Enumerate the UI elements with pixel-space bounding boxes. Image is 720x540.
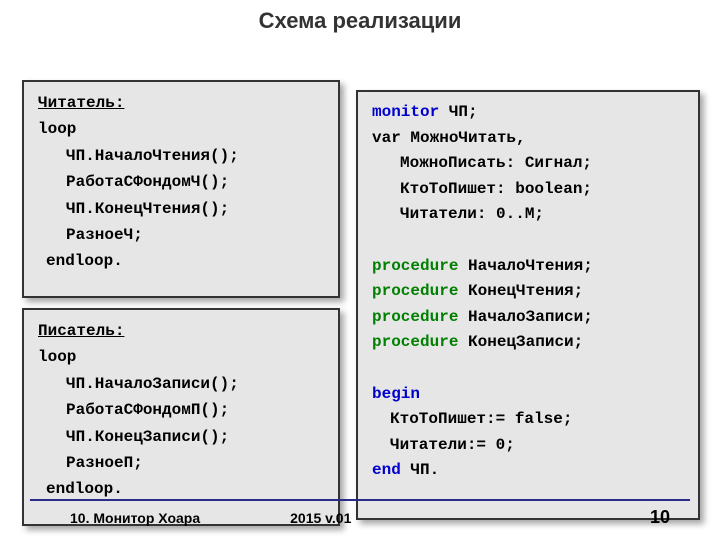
slide-title: Схема реализации [0,0,720,40]
footer-divider [30,499,690,501]
kw-begin: begin [372,385,420,403]
monitor-text: НачалоЧтения; [458,257,592,275]
kw-procedure: procedure [372,257,458,275]
reader-line: РаботаСФондомЧ(); [38,169,324,195]
monitor-codebox: monitor ЧП; var МожноЧитать, МожноПисать… [356,90,700,520]
footer: 10. Монитор Хоара 2015 v.01 10 [0,499,720,528]
monitor-text: МожноПисать: Сигнал; [372,151,684,177]
writer-codebox: Писатель: loop ЧП.НачалоЗаписи(); Работа… [22,308,340,526]
monitor-text: КтоТоПишет:= false; [372,407,684,433]
reader-line: ЧП.НачалоЧтения(); [38,143,324,169]
writer-line: ЧП.НачалоЗаписи(); [38,371,324,397]
reader-line: loop [38,120,76,138]
monitor-text: Читатели:= 0; [372,433,684,459]
reader-line: endloop. [38,248,324,274]
footer-chapter: 10. Монитор Хоара [30,510,200,526]
footer-version: 2015 v.01 [200,510,351,526]
kw-procedure: procedure [372,308,458,326]
writer-line: РаботаСФондомП(); [38,397,324,423]
reader-header: Читатель: [38,94,124,112]
writer-header: Писатель: [38,322,124,340]
monitor-text: ЧП. [401,461,439,479]
kw-end: end [372,461,401,479]
monitor-text: КонецЗаписи; [458,333,583,351]
monitor-text: КонецЧтения; [458,282,583,300]
kw-monitor: monitor [372,103,439,121]
reader-line: ЧП.КонецЧтения(); [38,196,324,222]
reader-codebox: Читатель: loop ЧП.НачалоЧтения(); Работа… [22,80,340,298]
monitor-text: Читатели: 0..M; [372,202,684,228]
kw-procedure: procedure [372,333,458,351]
reader-line: РазноеЧ; [38,222,324,248]
writer-line: ЧП.КонецЗаписи(); [38,424,324,450]
monitor-text: НачалоЗаписи; [458,308,592,326]
footer-page-number: 10 [650,507,690,528]
monitor-text: ЧП; [439,103,477,121]
kw-procedure: procedure [372,282,458,300]
monitor-text: КтоТоПишет: boolean; [372,177,684,203]
writer-line: loop [38,348,76,366]
monitor-text: var МожноЧитать, [372,129,526,147]
writer-line: РазноеП; [38,450,324,476]
